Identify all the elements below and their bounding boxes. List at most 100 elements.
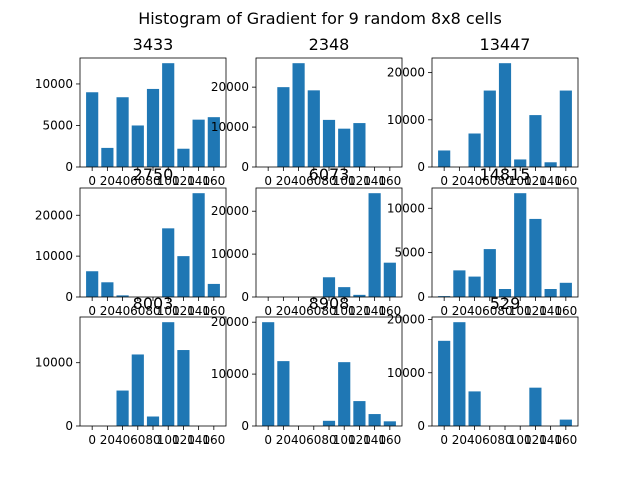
bar-20	[453, 322, 466, 426]
x-tick-label: 80	[145, 174, 160, 188]
bar-140	[544, 289, 557, 297]
x-tick-label: 60	[130, 174, 145, 188]
x-tick-label: 160	[378, 304, 401, 318]
bar-0	[438, 340, 451, 426]
bar-140	[544, 162, 557, 167]
x-tick-label: 100	[509, 174, 532, 188]
x-tick-label: 20	[452, 433, 467, 447]
x-tick-label: 100	[333, 433, 356, 447]
bar-0	[262, 322, 275, 426]
bar-40	[468, 133, 481, 167]
bar-80	[498, 289, 512, 297]
x-tick-label: 20	[100, 174, 115, 188]
x-tick-label: 120	[172, 174, 195, 188]
x-tick-label: 160	[554, 433, 577, 447]
y-tick-label: 10000	[211, 247, 249, 261]
bar-120	[177, 256, 190, 297]
bar-80	[498, 63, 512, 167]
bar-60	[131, 125, 144, 167]
y-tick-label: 10000	[387, 113, 425, 127]
bar-100	[162, 322, 175, 426]
x-tick-label: 160	[378, 174, 401, 188]
x-tick-label: 80	[497, 174, 512, 188]
y-tick-label: 20000	[211, 315, 249, 329]
x-tick-label: 160	[554, 174, 577, 188]
subplot-title: 14815	[480, 165, 531, 184]
x-tick-label: 160	[202, 433, 225, 447]
bar-40	[468, 276, 481, 297]
x-tick-label: 160	[554, 304, 577, 318]
bar-100	[514, 159, 527, 167]
subplot-title: 8003	[133, 294, 174, 313]
bar-80	[322, 277, 336, 297]
y-tick-label: 0	[417, 419, 425, 433]
bar-100	[162, 63, 175, 167]
x-tick-label: 0	[440, 433, 448, 447]
x-tick-label: 100	[333, 174, 356, 188]
bar-60	[483, 90, 496, 167]
x-tick-label: 140	[539, 304, 562, 318]
subplot-title: 529	[490, 294, 521, 313]
bar-0	[86, 92, 99, 167]
bar-20	[277, 361, 290, 426]
x-tick-label: 20	[100, 433, 115, 447]
x-tick-label: 40	[115, 304, 130, 318]
x-tick-label: 80	[145, 304, 160, 318]
x-tick-label: 20	[276, 174, 291, 188]
x-tick-label: 100	[157, 174, 180, 188]
x-tick-label: 40	[467, 304, 482, 318]
x-tick-label: 120	[348, 304, 371, 318]
x-tick-label: 0	[264, 433, 272, 447]
x-tick-label: 160	[378, 433, 401, 447]
x-tick-label: 80	[321, 433, 336, 447]
bar-160	[383, 262, 396, 297]
bar-0	[86, 271, 99, 297]
x-tick-label: 80	[321, 304, 336, 318]
y-tick-label: 0	[241, 160, 249, 174]
y-tick-label: 10000	[211, 120, 249, 134]
bar-160	[207, 283, 220, 297]
x-tick-label: 120	[172, 304, 195, 318]
bar-120	[353, 401, 366, 426]
x-tick-label: 100	[509, 304, 532, 318]
x-tick-label: 100	[509, 433, 532, 447]
y-tick-label: 0	[417, 290, 425, 304]
x-tick-label: 40	[115, 433, 130, 447]
x-tick-label: 20	[452, 304, 467, 318]
x-tick-label: 120	[524, 433, 547, 447]
bar-60	[483, 249, 496, 297]
y-tick-label: 0	[241, 419, 249, 433]
x-tick-label: 0	[264, 174, 272, 188]
x-tick-label: 60	[306, 433, 321, 447]
x-tick-label: 20	[100, 304, 115, 318]
x-tick-label: 160	[202, 304, 225, 318]
x-tick-label: 40	[291, 174, 306, 188]
bar-40	[468, 391, 481, 426]
y-tick-label: 0	[65, 160, 73, 174]
bar-120	[177, 148, 190, 167]
y-tick-label: 0	[65, 419, 73, 433]
x-tick-label: 60	[306, 304, 321, 318]
x-tick-label: 120	[524, 304, 547, 318]
x-tick-label: 0	[440, 174, 448, 188]
subplot-title: 6073	[309, 165, 350, 184]
x-tick-label: 80	[497, 304, 512, 318]
bar-160	[559, 90, 572, 167]
x-tick-label: 0	[88, 304, 96, 318]
bar-100	[162, 228, 175, 297]
x-tick-label: 100	[157, 304, 180, 318]
bar-140	[192, 193, 205, 297]
bar-160	[559, 419, 572, 426]
y-tick-label: 0	[417, 160, 425, 174]
bar-20	[101, 282, 114, 297]
x-tick-label: 20	[276, 304, 291, 318]
y-tick-label: 5000	[394, 246, 425, 260]
bar-120	[353, 294, 366, 297]
